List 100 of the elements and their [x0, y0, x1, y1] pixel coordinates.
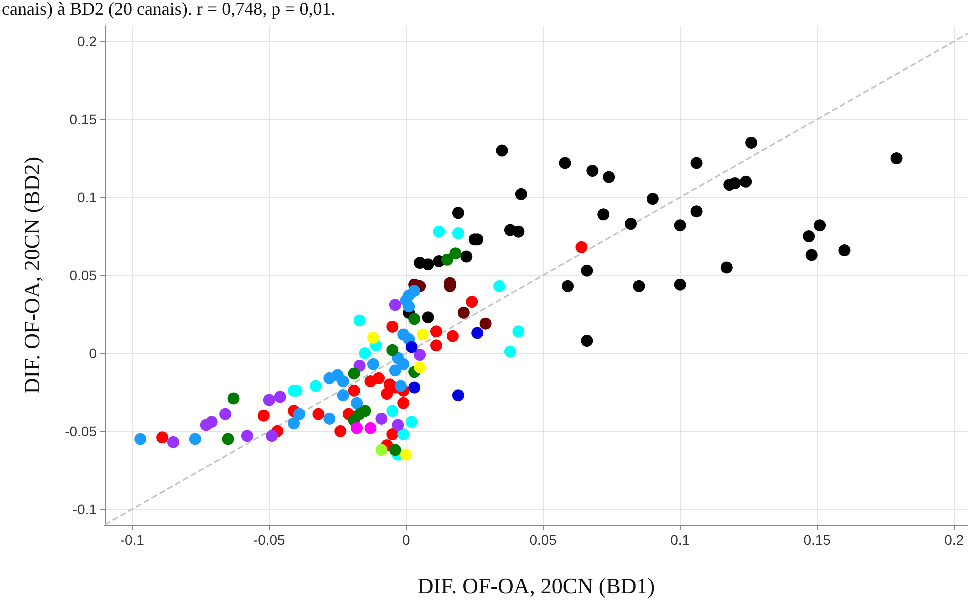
text: canais) à BD2 (20 canais). r = 0,748, p = 0,01. — [2, 0, 336, 19]
point — [625, 218, 638, 230]
point — [586, 165, 599, 178]
point — [386, 344, 399, 356]
y-tick-label: 0.1 — [78, 190, 98, 206]
point — [504, 346, 516, 358]
point — [576, 241, 588, 254]
point — [241, 430, 254, 442]
x-tick-label: 0.15 — [804, 532, 832, 548]
x-tick-label: 0.05 — [530, 532, 558, 548]
y-tick-label: 0.05 — [70, 268, 98, 284]
point — [263, 394, 276, 406]
point — [441, 254, 454, 266]
point — [312, 408, 325, 420]
point — [414, 362, 426, 374]
point — [403, 300, 416, 313]
point — [364, 376, 377, 388]
point — [452, 227, 464, 240]
point — [452, 207, 464, 220]
point — [288, 418, 300, 430]
point — [337, 376, 350, 388]
point — [430, 326, 442, 338]
point — [398, 428, 410, 441]
point — [368, 358, 380, 370]
point — [458, 306, 470, 319]
point — [408, 313, 421, 326]
point — [376, 444, 388, 456]
point — [494, 280, 506, 292]
point — [386, 320, 399, 333]
x-axis-title: DIF. OF-OA, 20CN (BD1) — [418, 574, 656, 598]
point — [838, 244, 851, 257]
point — [389, 299, 402, 312]
point — [450, 248, 462, 260]
point — [220, 408, 232, 420]
point — [480, 318, 492, 330]
point — [406, 416, 418, 428]
point — [746, 136, 758, 149]
point — [674, 220, 686, 232]
point — [466, 296, 478, 308]
x-tick-label: -0.05 — [253, 532, 286, 548]
point — [472, 327, 484, 340]
point — [515, 188, 528, 200]
point — [406, 341, 418, 354]
point — [674, 278, 686, 291]
point — [512, 326, 525, 338]
point — [581, 264, 594, 277]
point — [814, 220, 826, 232]
point — [646, 193, 659, 206]
y-tick-label: 0.15 — [70, 112, 98, 128]
point — [398, 397, 410, 410]
point — [274, 391, 286, 404]
point — [562, 280, 574, 292]
point — [603, 171, 616, 184]
y-tick-label: -0.05 — [65, 423, 98, 440]
point — [351, 397, 364, 410]
point — [376, 412, 388, 425]
point — [386, 405, 399, 418]
y-tick-label: 0.2 — [78, 34, 98, 50]
point — [294, 408, 306, 420]
point — [381, 388, 394, 400]
point — [389, 364, 402, 377]
point — [581, 334, 594, 347]
point — [720, 262, 733, 274]
point — [422, 312, 434, 324]
point — [348, 384, 360, 397]
x-tick-label: 0.1 — [670, 532, 690, 548]
point — [398, 358, 410, 370]
point — [351, 422, 364, 434]
point — [266, 430, 278, 442]
point — [354, 314, 366, 327]
x-tick-label: -0.1 — [120, 532, 145, 548]
point — [359, 347, 372, 360]
y-axis-title: DIF. OF-OA, 20CN (BD2) — [20, 156, 44, 394]
point — [559, 157, 572, 170]
point — [337, 390, 350, 402]
y-tick-label: 0 — [89, 345, 98, 362]
point — [324, 412, 336, 425]
point — [386, 428, 399, 441]
point — [368, 332, 380, 344]
point — [433, 226, 446, 238]
point — [189, 433, 202, 446]
point — [408, 382, 421, 394]
point — [729, 178, 742, 190]
point — [512, 226, 525, 238]
point — [222, 433, 234, 446]
y-tick-label: -0.1 — [72, 501, 98, 518]
point — [890, 152, 903, 165]
point — [430, 340, 442, 352]
point — [452, 390, 464, 402]
point — [446, 330, 459, 342]
point — [633, 280, 646, 292]
point — [690, 157, 703, 170]
point — [422, 258, 434, 271]
point — [334, 425, 347, 438]
point — [392, 419, 404, 432]
point — [690, 206, 703, 218]
point — [310, 380, 322, 392]
point — [206, 416, 218, 428]
point — [460, 250, 473, 263]
point — [806, 249, 818, 262]
